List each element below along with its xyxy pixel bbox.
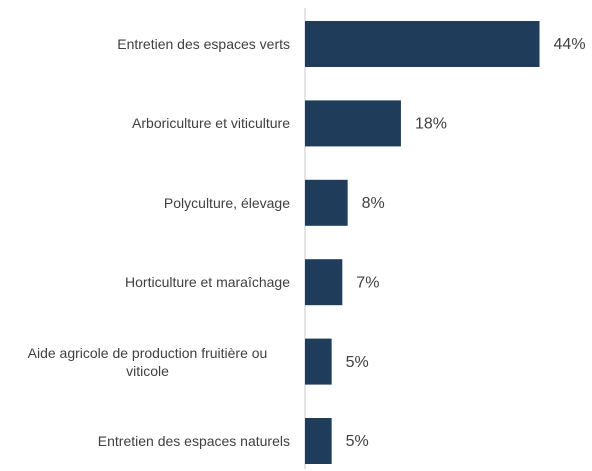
category-label: Aide agricole de production fruitière ou…: [27, 344, 268, 379]
bar: [305, 21, 540, 67]
category-label-box: Entretien des espaces verts: [5, 14, 290, 74]
value-label: 5%: [346, 354, 369, 371]
category-label: Entretien des espaces naturels: [97, 433, 290, 449]
value-label: 5%: [346, 433, 369, 450]
bar: [305, 100, 401, 147]
bar: [305, 338, 332, 385]
category-label-box: Entretien des espaces naturels: [5, 411, 290, 471]
bar: [305, 418, 332, 464]
category-label: Arboriculture et viticulture: [132, 115, 290, 132]
bar: [305, 259, 343, 306]
category-label-box: Arboriculture et viticulture: [5, 93, 290, 153]
category-label-box: Aide agricole de production fruitière ou…: [5, 332, 290, 392]
category-label: Horticulture et maraîchage: [125, 274, 290, 291]
value-label: 8%: [362, 195, 385, 212]
value-label: 18%: [415, 116, 447, 133]
bar: [305, 179, 348, 226]
value-label: 7%: [356, 274, 379, 291]
category-label: Polyculture, élevage: [163, 194, 290, 211]
value-label: 44%: [554, 36, 586, 53]
category-label-box: Horticulture et maraîchage: [5, 252, 290, 312]
category-label: Entretien des espaces verts: [117, 36, 290, 52]
category-label-box: Polyculture, élevage: [5, 173, 290, 233]
